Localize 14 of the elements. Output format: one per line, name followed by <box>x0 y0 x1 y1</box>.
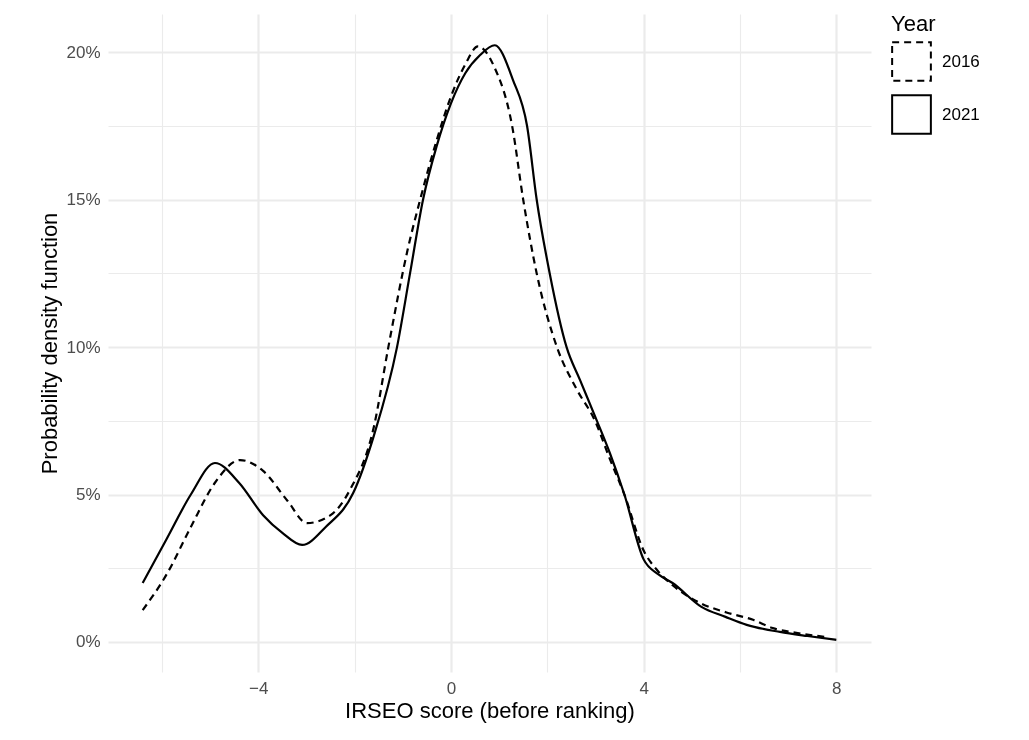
x-tick-label: 4 <box>639 678 649 698</box>
y-tick-label: 20% <box>66 42 101 62</box>
y-tick-label: 5% <box>75 485 101 505</box>
legend-label: 2016 <box>942 51 980 71</box>
y-tick-label: 15% <box>66 190 101 210</box>
y-axis-title: Probability density function <box>37 212 63 475</box>
y-tick-label: 0% <box>75 632 101 652</box>
x-tick-label: 8 <box>832 678 842 698</box>
y-tick-label: 10% <box>66 337 101 357</box>
legend-title: Year <box>891 11 936 36</box>
x-tick-label: 0 <box>446 678 457 698</box>
x-tick-label: −4 <box>249 678 269 698</box>
x-axis-title: IRSEO score (before ranking) <box>345 697 635 723</box>
legend-label: 2021 <box>942 104 980 124</box>
